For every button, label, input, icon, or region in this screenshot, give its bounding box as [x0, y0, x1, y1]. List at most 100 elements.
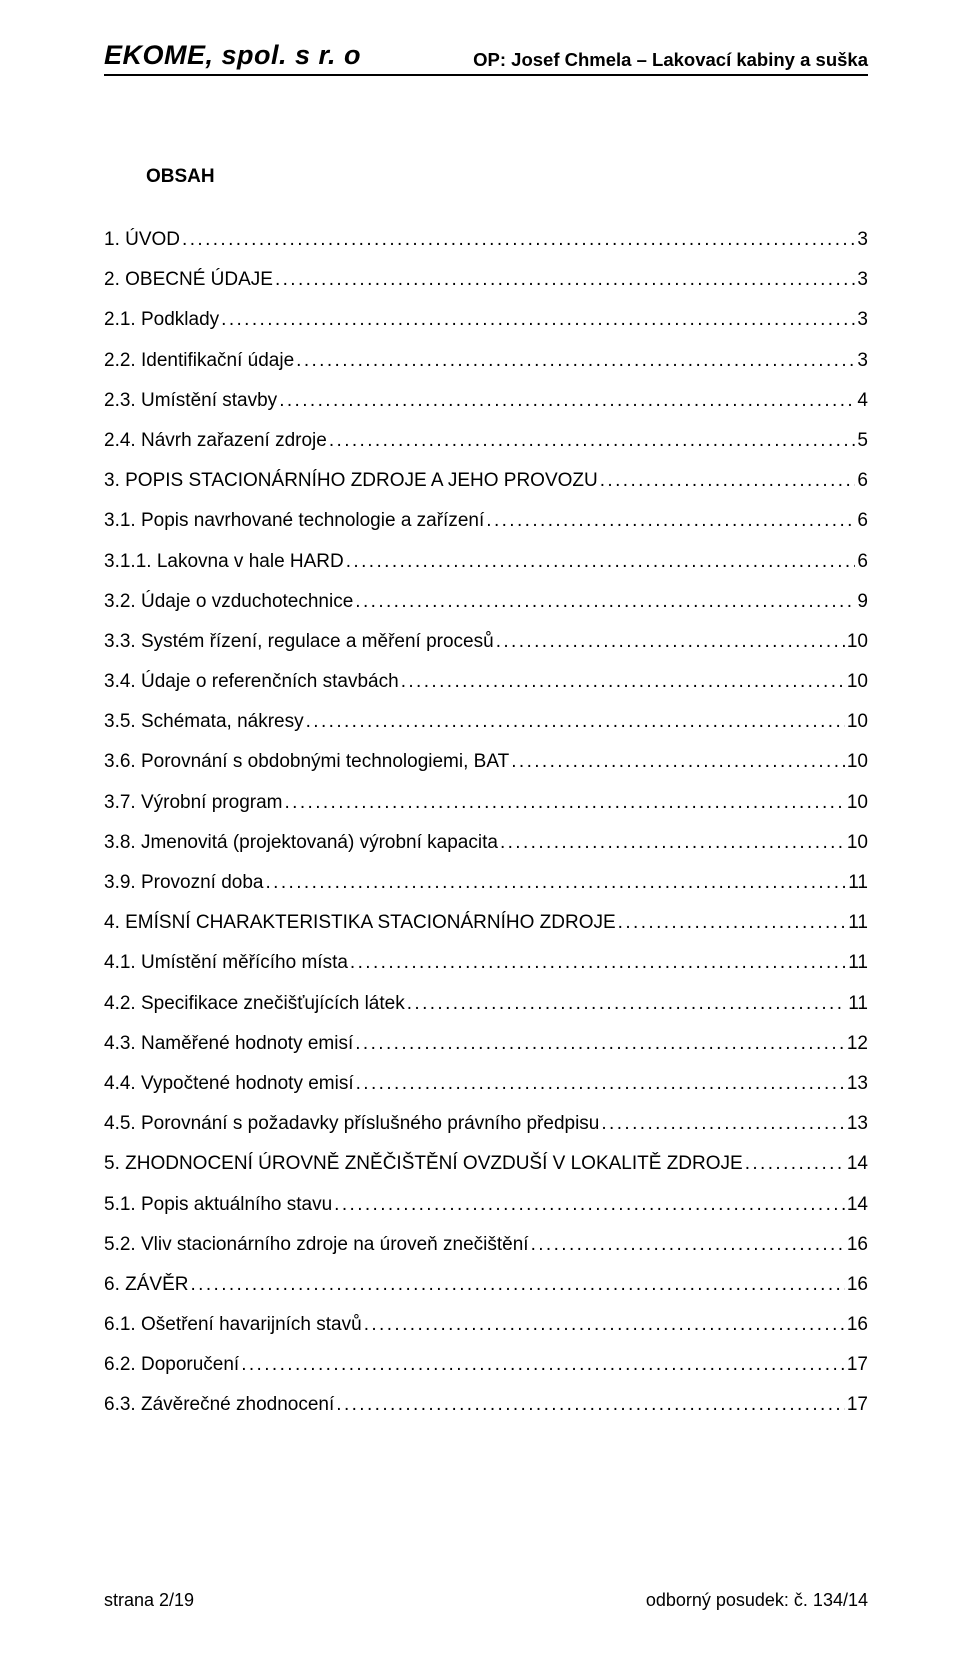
toc-leader-dots [266, 873, 847, 892]
toc-page-number: 11 [848, 953, 868, 972]
toc-page-number: 5 [857, 431, 868, 450]
toc-leader-dots [334, 1195, 845, 1214]
header-company: EKOME, spol. s r. o [104, 40, 361, 71]
toc-label: 1. ÚVOD [104, 230, 180, 249]
toc-row: 3.8. Jmenovitá (projektovaná) výrobní ka… [104, 833, 868, 852]
toc-page-number: 16 [847, 1235, 868, 1254]
toc-row: 4.1. Umístění měřícího místa 11 [104, 953, 868, 972]
toc-label: 4.1. Umístění měřícího místa [104, 953, 348, 972]
toc-row: 3. POPIS STACIONÁRNÍHO ZDROJE A JEHO PRO… [104, 471, 868, 490]
toc-page-number: 10 [847, 632, 868, 651]
toc-row: 1. ÚVOD 3 [104, 230, 868, 249]
toc-page-number: 3 [857, 270, 868, 289]
toc-row: 3.4. Údaje o referenčních stavbách 10 [104, 672, 868, 691]
toc-label: 4. EMÍSNÍ CHARAKTERISTIKA STACIONÁRNÍHO … [104, 913, 616, 932]
toc-row: 4.2. Specifikace znečišťujících látek11 [104, 994, 868, 1013]
toc-row: 3.2. Údaje o vzduchotechnice 9 [104, 592, 868, 611]
toc-row: 2. OBECNÉ ÚDAJE3 [104, 270, 868, 289]
toc-leader-dots [486, 511, 855, 530]
toc-label: 3.7. Výrobní program [104, 793, 282, 812]
toc-leader-dots [364, 1315, 845, 1334]
toc-page-number: 3 [857, 351, 868, 370]
toc-label: 2.2. Identifikační údaje [104, 351, 294, 370]
footer-right: odborný posudek: č. 134/14 [646, 1590, 868, 1611]
toc-row: 5.2. Vliv stacionárního zdroje na úroveň… [104, 1235, 868, 1254]
toc-leader-dots [350, 953, 846, 972]
toc-row: 3.7. Výrobní program 10 [104, 793, 868, 812]
toc-label: 4.2. Specifikace znečišťujících látek [104, 994, 405, 1013]
toc-row: 3.1. Popis navrhované technologie a zaří… [104, 511, 868, 530]
toc-leader-dots [182, 230, 855, 249]
toc-label: 3.4. Údaje o referenčních stavbách [104, 672, 399, 691]
toc-row: 2.3. Umístění stavby 4 [104, 391, 868, 410]
toc-page-number: 16 [847, 1315, 868, 1334]
toc-leader-dots [329, 431, 856, 450]
toc-row: 6. ZÁVĚR16 [104, 1275, 868, 1294]
toc-leader-dots [356, 1074, 845, 1093]
toc-label: 2.3. Umístění stavby [104, 391, 277, 410]
toc-page-number: 4 [857, 391, 868, 410]
toc-page-number: 10 [847, 712, 868, 731]
footer-left: strana 2/19 [104, 1590, 194, 1611]
toc-label: 5.2. Vliv stacionárního zdroje na úroveň… [104, 1235, 529, 1254]
toc-label: 3.2. Údaje o vzduchotechnice [104, 592, 353, 611]
toc-row: 2.1. Podklady3 [104, 310, 868, 329]
toc-leader-dots [401, 672, 845, 691]
toc-row: 2.4. Návrh zařazení zdroje5 [104, 431, 868, 450]
toc-label: 4.3. Naměřené hodnoty emisí [104, 1034, 353, 1053]
toc-row: 6.3. Závěrečné zhodnocení17 [104, 1395, 868, 1414]
toc-label: 3.1.1. Lakovna v hale HARD [104, 552, 344, 571]
toc-row: 3.9. Provozní doba11 [104, 873, 868, 892]
header-project: OP: Josef Chmela – Lakovací kabiny a suš… [473, 49, 868, 71]
toc-label: 3.5. Schémata, nákresy [104, 712, 304, 731]
toc-leader-dots [745, 1154, 845, 1173]
toc-page-number: 6 [857, 552, 868, 571]
toc-row: 3.6. Porovnání s obdobnými technologiemi… [104, 752, 868, 771]
toc-leader-dots [306, 712, 845, 731]
toc-row: 4.4. Vypočtené hodnoty emisí13 [104, 1074, 868, 1093]
table-of-contents: 1. ÚVOD32. OBECNÉ ÚDAJE32.1. Podklady32.… [104, 230, 868, 1414]
toc-page-number: 17 [847, 1395, 868, 1414]
toc-row: 3.1.1. Lakovna v hale HARD 6 [104, 552, 868, 571]
toc-leader-dots [241, 1355, 845, 1374]
toc-page-number: 10 [847, 672, 868, 691]
toc-label: 5.1. Popis aktuálního stavu [104, 1195, 332, 1214]
toc-leader-dots [600, 471, 856, 490]
toc-label: 3. POPIS STACIONÁRNÍHO ZDROJE A JEHO PRO… [104, 471, 598, 490]
toc-page-number: 3 [857, 230, 868, 249]
toc-label: 6. ZÁVĚR [104, 1275, 188, 1294]
toc-leader-dots [284, 793, 844, 812]
toc-page-number: 9 [857, 592, 868, 611]
toc-row: 3.3. Systém řízení, regulace a měření pr… [104, 632, 868, 651]
toc-row: 4.5. Porovnání s požadavky příslušného p… [104, 1114, 868, 1133]
document-page: EKOME, spol. s r. o OP: Josef Chmela – L… [0, 0, 960, 1657]
toc-leader-dots [336, 1395, 845, 1414]
toc-label: 4.5. Porovnání s požadavky příslušného p… [104, 1114, 599, 1133]
toc-row: 4.3. Naměřené hodnoty emisí 12 [104, 1034, 868, 1053]
toc-label: 3.6. Porovnání s obdobnými technologiemi… [104, 752, 509, 771]
toc-label: 3.1. Popis navrhované technologie a zaří… [104, 511, 484, 530]
toc-leader-dots [346, 552, 856, 571]
toc-page-number: 12 [847, 1034, 868, 1053]
toc-page-number: 11 [848, 873, 868, 892]
toc-row: 5. ZHODNOCENÍ ÚROVNĚ ZNĚČIŠTĚNÍ OVZDUŠÍ … [104, 1154, 868, 1173]
toc-leader-dots [355, 592, 855, 611]
toc-page-number: 10 [847, 752, 868, 771]
toc-label: 6.2. Doporučení [104, 1355, 239, 1374]
toc-row: 3.5. Schémata, nákresy 10 [104, 712, 868, 731]
page-header: EKOME, spol. s r. o OP: Josef Chmela – L… [104, 40, 868, 76]
toc-leader-dots [407, 994, 847, 1013]
toc-label: 6.1. Ošetření havarijních stavů [104, 1315, 362, 1334]
toc-label: 5. ZHODNOCENÍ ÚROVNĚ ZNĚČIŠTĚNÍ OVZDUŠÍ … [104, 1154, 743, 1173]
toc-label: 4.4. Vypočtené hodnoty emisí [104, 1074, 354, 1093]
toc-title: OBSAH [146, 166, 868, 188]
toc-leader-dots [496, 632, 845, 651]
toc-page-number: 6 [857, 471, 868, 490]
toc-leader-dots [601, 1114, 844, 1133]
toc-page-number: 10 [847, 793, 868, 812]
toc-page-number: 11 [848, 913, 868, 932]
toc-page-number: 14 [847, 1154, 868, 1173]
toc-page-number: 17 [847, 1355, 868, 1374]
toc-page-number: 3 [857, 310, 868, 329]
toc-leader-dots [221, 310, 855, 329]
